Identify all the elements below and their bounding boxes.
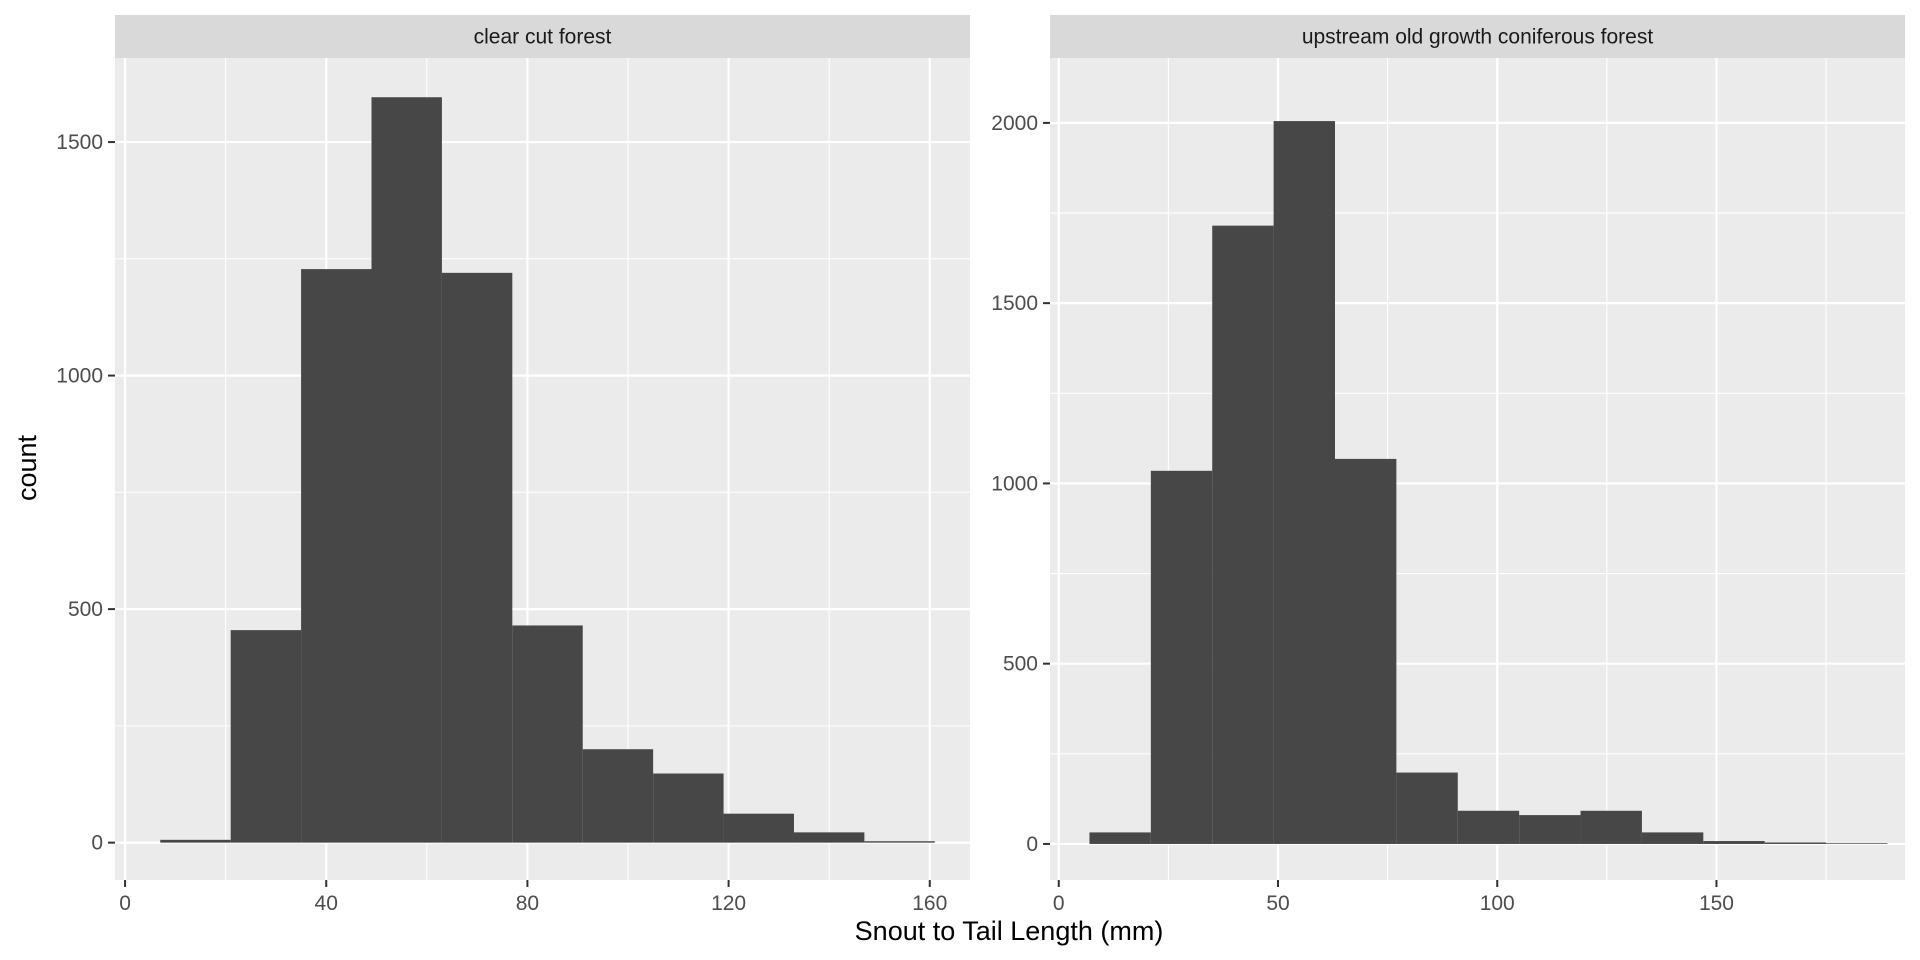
histogram-bar	[1457, 810, 1520, 844]
y-tick-label: 500	[68, 598, 103, 621]
x-tick-label: 80	[516, 892, 539, 915]
y-tick-label: 1000	[56, 365, 103, 388]
y-tick-label: 1500	[56, 131, 103, 154]
histogram-bar	[1335, 458, 1397, 844]
facet-strip	[1050, 15, 1905, 58]
histogram-bar	[723, 813, 794, 843]
facet-strip	[115, 15, 970, 58]
y-tick-label: 1500	[991, 292, 1038, 315]
y-axis-title: count	[12, 434, 42, 501]
histogram-bar	[1089, 832, 1151, 844]
histogram-bar	[653, 773, 724, 843]
facet-panel-1: clear cut forest 0 500 1000 1500 0 40 80 120 160	[56, 15, 970, 915]
histogram-bar	[1641, 832, 1704, 844]
histogram-bar	[1580, 810, 1642, 844]
histogram-bar	[1273, 121, 1335, 844]
histogram-bar	[793, 832, 865, 843]
x-tick-label: 0	[119, 892, 131, 915]
facet-strip-label: upstream old growth coniferous forest	[1302, 26, 1654, 49]
facet-panel-2: upstream old growth coniferous forest 0 50…	[991, 15, 1905, 915]
histogram-bar	[441, 272, 513, 843]
histogram-bar	[864, 841, 935, 843]
y-tick-label: 0	[91, 832, 103, 855]
facet-strip-label: clear cut forest	[474, 26, 612, 49]
x-axis-title: Snout to Tail Length (mm)	[855, 916, 1164, 946]
x-tick-label: 100	[1480, 892, 1515, 915]
x-tick-label: 50	[1266, 892, 1289, 915]
y-tick-label: 0	[1026, 833, 1038, 856]
histogram-bar	[301, 269, 372, 843]
histogram-bar	[1764, 842, 1827, 844]
histogram-bar	[582, 749, 654, 843]
y-tick-label: 500	[1003, 653, 1038, 676]
histogram-bar	[1212, 225, 1274, 844]
x-tick-label: 0	[1053, 892, 1065, 915]
x-tick-label: 160	[912, 892, 947, 915]
histogram-bar	[1396, 772, 1458, 844]
x-tick-label: 120	[711, 892, 746, 915]
histogram-bar	[160, 839, 231, 843]
y-tick-label: 2000	[991, 112, 1038, 135]
y-tick-label: 1000	[991, 472, 1038, 495]
histogram-bar	[1150, 470, 1213, 844]
histogram-bar	[1703, 841, 1765, 844]
x-tick-label: 40	[315, 892, 338, 915]
x-tick-label: 150	[1699, 892, 1734, 915]
histogram-bar	[1826, 843, 1888, 844]
histogram-bar	[1519, 815, 1581, 844]
histogram-bar	[371, 97, 442, 843]
histogram-bar	[512, 625, 583, 843]
histogram-bar	[230, 630, 302, 843]
